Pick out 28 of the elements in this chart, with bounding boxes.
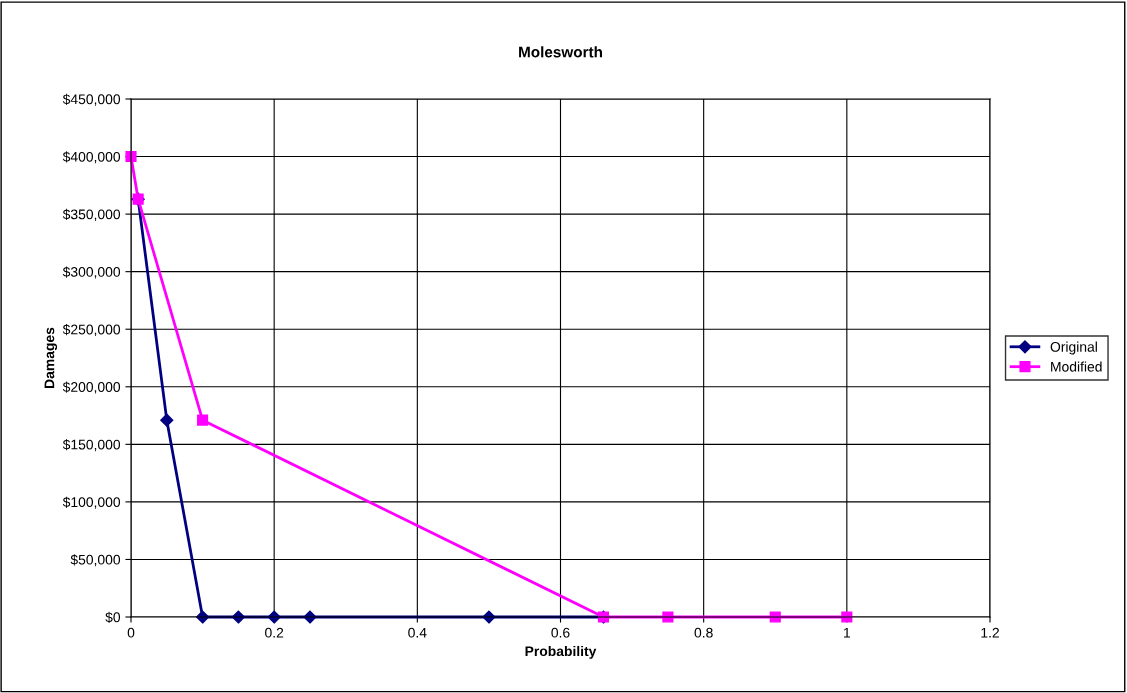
y-tick-label: $50,000 (70, 554, 121, 567)
y-tick-label: $100,000 (62, 496, 121, 509)
legend-label: Original (1050, 341, 1097, 355)
point (841, 611, 853, 623)
y-tick-label: $400,000 (62, 151, 121, 164)
x-tick-label: 0.6 (551, 627, 570, 638)
point (662, 611, 674, 623)
y-tick-label: $0 (105, 611, 121, 623)
x-tick-label: 0.4 (408, 627, 427, 638)
legend-label: Modified (1051, 361, 1102, 372)
x-tick-label: 1.2 (981, 627, 999, 638)
x-tick-label: 0.8 (694, 627, 713, 638)
y-tick-label: $300,000 (62, 266, 121, 279)
point (769, 611, 781, 623)
y-tick-label: $200,000 (62, 381, 121, 394)
chart-title: Molesworth (519, 46, 602, 58)
x-tick-label: 0.2 (265, 627, 284, 638)
x-axis-title: Probability (525, 645, 597, 659)
point (197, 414, 209, 426)
y-tick-label: $450,000 (62, 93, 121, 106)
y-tick-label: $250,000 (62, 323, 121, 337)
point (125, 150, 137, 163)
point (160, 413, 174, 427)
y-axis-title: Damages (44, 327, 58, 388)
x-tick-label: 0 (127, 627, 135, 638)
x-tick-label: 1 (844, 627, 851, 638)
y-tick-label: $150,000 (62, 439, 121, 452)
y-tick-label: $350,000 (62, 208, 121, 221)
